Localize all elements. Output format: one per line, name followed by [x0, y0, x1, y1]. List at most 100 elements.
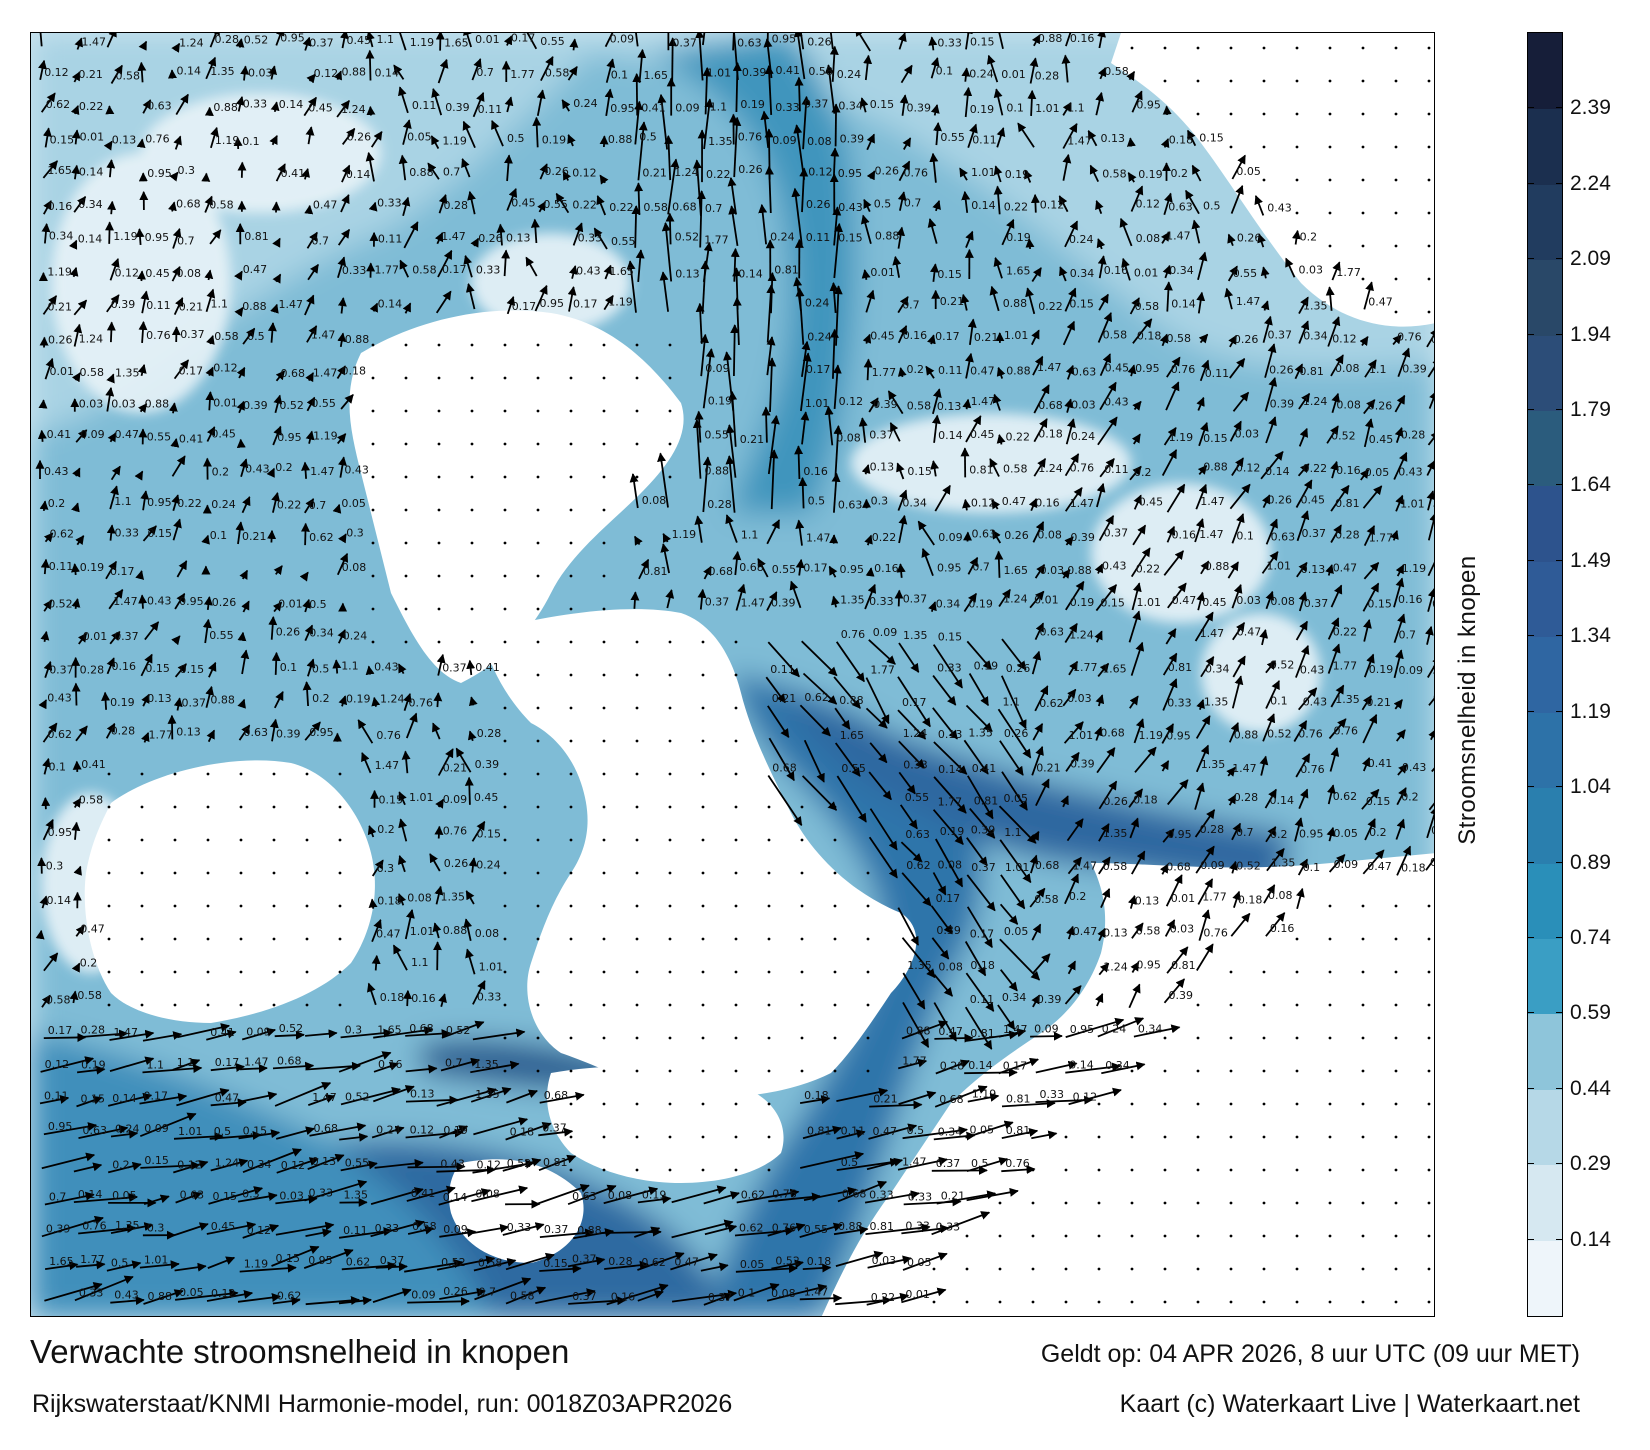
grid-dot	[1229, 1168, 1233, 1172]
speed-label: 0.7	[309, 499, 327, 512]
speed-label: 1.19	[608, 296, 633, 309]
grid-dot	[1394, 937, 1398, 941]
speed-label: 0.09	[1200, 859, 1225, 872]
current-arrow	[69, 266, 79, 278]
speed-label: 0.34	[309, 627, 334, 640]
speed-label: 1.24	[179, 37, 204, 50]
grid-dot	[734, 1135, 738, 1139]
speed-label: 0.41	[475, 661, 500, 674]
current-arrow	[626, 260, 637, 313]
current-arrow	[168, 402, 178, 414]
current-arrow	[275, 1221, 335, 1236]
current-arrow	[240, 1091, 278, 1103]
current-arrow	[927, 218, 938, 244]
grid-dot	[1394, 79, 1398, 83]
current-arrow	[1064, 287, 1077, 312]
grid-dot	[1427, 145, 1431, 149]
current-arrow	[141, 693, 150, 707]
speed-label: 0.37	[49, 664, 73, 677]
grid-dot	[1394, 1300, 1398, 1304]
speed-label: 0.39	[243, 399, 268, 412]
current-arrow	[1130, 547, 1151, 578]
current-arrow	[1265, 590, 1275, 610]
grid-dot	[140, 838, 144, 842]
current-arrow	[1065, 33, 1072, 47]
grid-dot	[503, 805, 507, 809]
grid-dot	[602, 376, 606, 380]
current-arrow	[1027, 89, 1037, 116]
current-arrow	[1130, 185, 1144, 212]
current-arrow	[1328, 854, 1346, 873]
current-arrow	[700, 1262, 729, 1272]
grid-dot	[767, 838, 771, 842]
current-arrow	[1428, 390, 1434, 409]
speed-label: 0.14	[1069, 1059, 1094, 1072]
current-arrow	[168, 201, 177, 212]
current-arrow	[103, 140, 113, 151]
grid-dot	[338, 838, 342, 842]
grid-dot	[1394, 1201, 1398, 1205]
current-arrow	[173, 297, 184, 315]
current-arrow	[603, 294, 614, 311]
colorbar-segment	[1528, 108, 1562, 185]
current-arrow	[404, 909, 415, 940]
speed-label: 0.28	[608, 1255, 633, 1268]
current-arrow	[1098, 515, 1115, 542]
speed-label: 0.34	[1105, 1059, 1130, 1072]
grid-dot	[800, 970, 804, 974]
speed-label: 0.43	[1102, 560, 1127, 573]
current-arrow	[270, 303, 279, 314]
grid-dot	[734, 970, 738, 974]
colorbar-segment	[1528, 1164, 1562, 1241]
speed-label: 0.22	[1333, 625, 1358, 638]
current-arrow	[992, 393, 1002, 411]
current-arrow	[270, 101, 280, 112]
speed-label: 0.28	[940, 1060, 965, 1073]
speed-label: 0.05	[740, 1258, 765, 1271]
current-arrow	[637, 121, 648, 181]
current-arrow	[1261, 551, 1279, 574]
current-arrow	[896, 462, 905, 480]
speed-label: 0.41	[972, 762, 997, 775]
current-arrow	[634, 182, 644, 216]
colorbar-tick-mark	[1556, 635, 1563, 637]
grid-dot	[1097, 1267, 1101, 1271]
grid-dot	[1361, 904, 1365, 908]
speed-label: 0.21	[48, 300, 73, 313]
speed-label: 0.26	[1004, 529, 1029, 542]
speed-label: 0.2	[1069, 890, 1087, 903]
speed-label: 0.2	[112, 1158, 130, 1171]
current-arrow	[1327, 617, 1340, 640]
grid-dot	[668, 838, 672, 842]
current-arrow	[1029, 854, 1039, 874]
current-arrow	[140, 653, 153, 677]
grid-dot	[239, 805, 243, 809]
current-arrow	[502, 1157, 542, 1172]
current-arrow	[468, 696, 478, 707]
speed-label: 0.33	[578, 231, 603, 244]
current-arrow	[75, 535, 85, 546]
current-arrow	[503, 35, 513, 46]
current-arrow	[963, 739, 989, 775]
current-arrow	[935, 1059, 970, 1075]
speed-label: 0.03	[1235, 427, 1260, 440]
speed-label: 1.19	[215, 134, 240, 147]
speed-label: 0.76	[82, 1220, 107, 1233]
current-arrow	[965, 1120, 1014, 1139]
grid-dot	[668, 1036, 672, 1040]
current-arrow	[1167, 582, 1187, 609]
speed-label: 0.81	[1168, 661, 1193, 674]
current-arrow	[397, 663, 407, 675]
current-speed-map[interactable]: 1.47 1.24 0.28 0.52 0.95 0.37 0.45 1.1 1.19 1.65 0…	[30, 32, 1435, 1317]
speed-label: 0.88	[242, 300, 267, 313]
grid-dot	[569, 541, 573, 545]
current-arrow	[765, 676, 786, 704]
grid-dot	[107, 904, 111, 908]
speed-label: 0.22	[1136, 563, 1161, 576]
current-arrow	[275, 1126, 315, 1140]
grid-dot	[635, 706, 639, 710]
grid-dot	[107, 871, 111, 875]
speed-label: 1.1	[741, 529, 759, 542]
current-arrow	[272, 273, 282, 284]
current-arrow	[210, 126, 219, 149]
